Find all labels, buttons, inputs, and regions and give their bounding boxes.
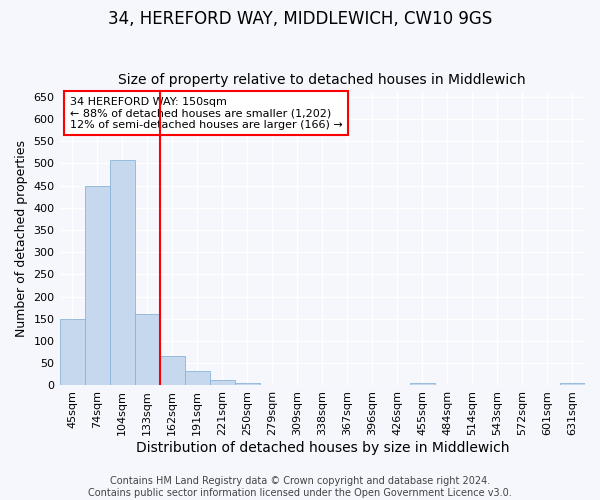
Bar xyxy=(209,380,235,386)
Bar xyxy=(410,383,435,386)
Bar xyxy=(160,356,185,386)
Bar xyxy=(59,319,85,386)
Title: Size of property relative to detached houses in Middlewich: Size of property relative to detached ho… xyxy=(118,73,526,87)
Text: 34, HEREFORD WAY, MIDDLEWICH, CW10 9GS: 34, HEREFORD WAY, MIDDLEWICH, CW10 9GS xyxy=(108,10,492,28)
Bar xyxy=(85,186,110,386)
Text: 34 HEREFORD WAY: 150sqm
← 88% of detached houses are smaller (1,202)
12% of semi: 34 HEREFORD WAY: 150sqm ← 88% of detache… xyxy=(70,96,343,130)
Bar xyxy=(235,383,260,386)
X-axis label: Distribution of detached houses by size in Middlewich: Distribution of detached houses by size … xyxy=(136,441,509,455)
Bar xyxy=(110,160,134,386)
Bar xyxy=(134,314,160,386)
Bar xyxy=(185,371,209,386)
Bar xyxy=(560,383,585,386)
Text: Contains HM Land Registry data © Crown copyright and database right 2024.
Contai: Contains HM Land Registry data © Crown c… xyxy=(88,476,512,498)
Y-axis label: Number of detached properties: Number of detached properties xyxy=(15,140,28,338)
